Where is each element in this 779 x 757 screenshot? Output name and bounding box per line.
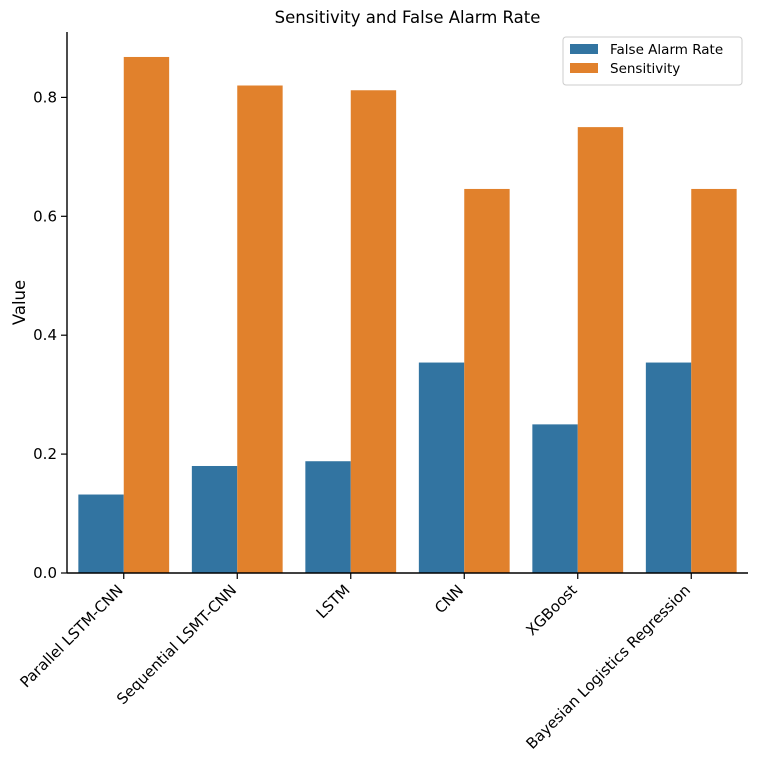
legend-box	[562, 36, 743, 86]
bar-false-alarm-rate-5	[645, 362, 692, 573]
y-axis-label: Value	[10, 280, 29, 325]
legend-label: False Alarm Rate	[610, 42, 723, 58]
x-tick-label: CNN	[431, 581, 467, 617]
bar-false-alarm-rate-2	[305, 461, 351, 573]
x-tick-label: Sequential LSMT-CNN	[113, 581, 240, 708]
bars-layer	[78, 56, 737, 573]
y-tick-label: 0.4	[33, 326, 57, 344]
bar-sensitivity-5	[691, 188, 737, 573]
y-tick-label: 0.2	[33, 445, 57, 463]
bar-false-alarm-rate-0	[78, 494, 124, 573]
x-tick-label: LSTM	[313, 581, 354, 622]
bar-sensitivity-2	[350, 90, 397, 573]
y-tick-label: 0.8	[33, 88, 57, 106]
bar-sensitivity-1	[237, 85, 283, 573]
chart-title: Sensitivity and False Alarm Rate	[275, 8, 541, 27]
legend-swatch	[570, 63, 598, 73]
x-tick-label: XGBoost	[522, 581, 580, 639]
y-tick-label: 0.0	[33, 564, 57, 582]
y-tick-label: 0.6	[33, 207, 57, 225]
bar-sensitivity-4	[577, 127, 624, 573]
x-tick-label: Parallel LSTM-CNN	[16, 581, 126, 691]
legend-swatch	[570, 44, 598, 54]
bar-false-alarm-rate-4	[532, 424, 578, 573]
legend-label: Sensitivity	[610, 61, 680, 77]
bar-sensitivity-3	[464, 188, 510, 573]
bar-false-alarm-rate-3	[418, 362, 465, 573]
bar-sensitivity-0	[123, 56, 170, 573]
bar-false-alarm-rate-1	[191, 465, 238, 573]
legend: False Alarm Rate Sensitivity	[562, 36, 743, 86]
